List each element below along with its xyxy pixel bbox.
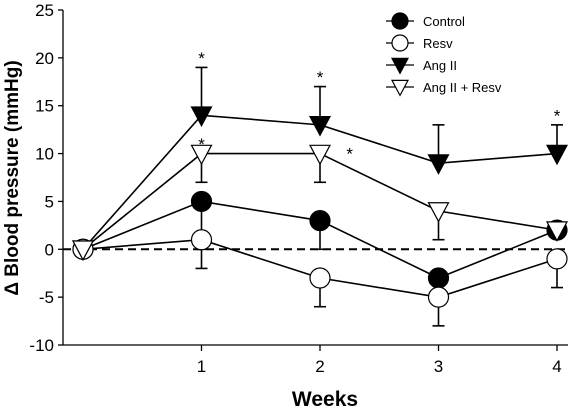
- legend: Control Resv Ang II Ang II + Resv: [386, 12, 502, 97]
- legend-label-resv: Resv: [423, 36, 453, 51]
- error-bars: [195, 66, 563, 327]
- legend-label-ang-ii: Ang II: [423, 58, 457, 73]
- x-tick-label: 1: [197, 357, 206, 376]
- x-axis-title: Weeks: [292, 388, 358, 411]
- data-point-ang-ii-resv: [545, 221, 569, 242]
- y-tick-label: 5: [45, 192, 54, 211]
- y-tick-label: 25: [35, 1, 54, 20]
- data-point-ang-ii-resv: [71, 240, 95, 262]
- data-point-ang-ii: [427, 154, 450, 175]
- y-tick-label: -10: [29, 336, 54, 355]
- data-point-ang-ii: [190, 106, 213, 128]
- ticks: 25 20 15 10 5 0 -5 -10 1 2 3 4: [29, 1, 561, 376]
- significance-asterisk: *: [346, 145, 353, 164]
- data-point-resv: [546, 248, 568, 270]
- y-tick-label: -5: [39, 288, 54, 307]
- data-point-resv: [309, 267, 331, 289]
- y-tick-label: 15: [35, 97, 54, 116]
- x-tick-label: 4: [552, 357, 561, 376]
- data-point-control: [190, 190, 213, 213]
- data-point-resv: [190, 229, 213, 251]
- series-markers: [71, 106, 569, 308]
- data-point-ang-ii-resv: [427, 202, 450, 223]
- legend-label-ang-ii-resv: Ang II + Resv: [423, 80, 502, 95]
- significance-markers: * * * * *: [198, 49, 561, 164]
- significance-asterisk: *: [198, 49, 205, 68]
- x-tick-label: 2: [315, 357, 324, 376]
- axes: [62, 10, 568, 346]
- legend-marker-resv: [391, 34, 409, 52]
- data-point-ang-ii-resv: [190, 144, 213, 166]
- data-point-control: [427, 267, 450, 289]
- significance-asterisk: *: [554, 106, 561, 125]
- y-tick-label: 20: [35, 49, 54, 68]
- legend-marker-ang-ii: [390, 57, 410, 75]
- data-point-resv: [427, 286, 450, 308]
- y-axis-title: Δ Blood pressure (mmHg): [2, 60, 23, 295]
- y-tick-label: 0: [45, 240, 54, 259]
- data-point-ang-ii: [308, 116, 332, 137]
- legend-label-control: Control: [423, 14, 465, 29]
- data-point-ang-ii-resv: [308, 144, 332, 166]
- legend-marker-control: [391, 12, 409, 30]
- significance-asterisk: *: [198, 135, 205, 154]
- significance-asterisk: *: [317, 68, 324, 87]
- data-point-ang-ii: [545, 144, 569, 166]
- x-tick-label: 3: [434, 357, 443, 376]
- legend-marker-ang-ii-resv: [390, 79, 410, 97]
- data-point-control: [309, 209, 331, 232]
- y-tick-label: 10: [35, 145, 54, 164]
